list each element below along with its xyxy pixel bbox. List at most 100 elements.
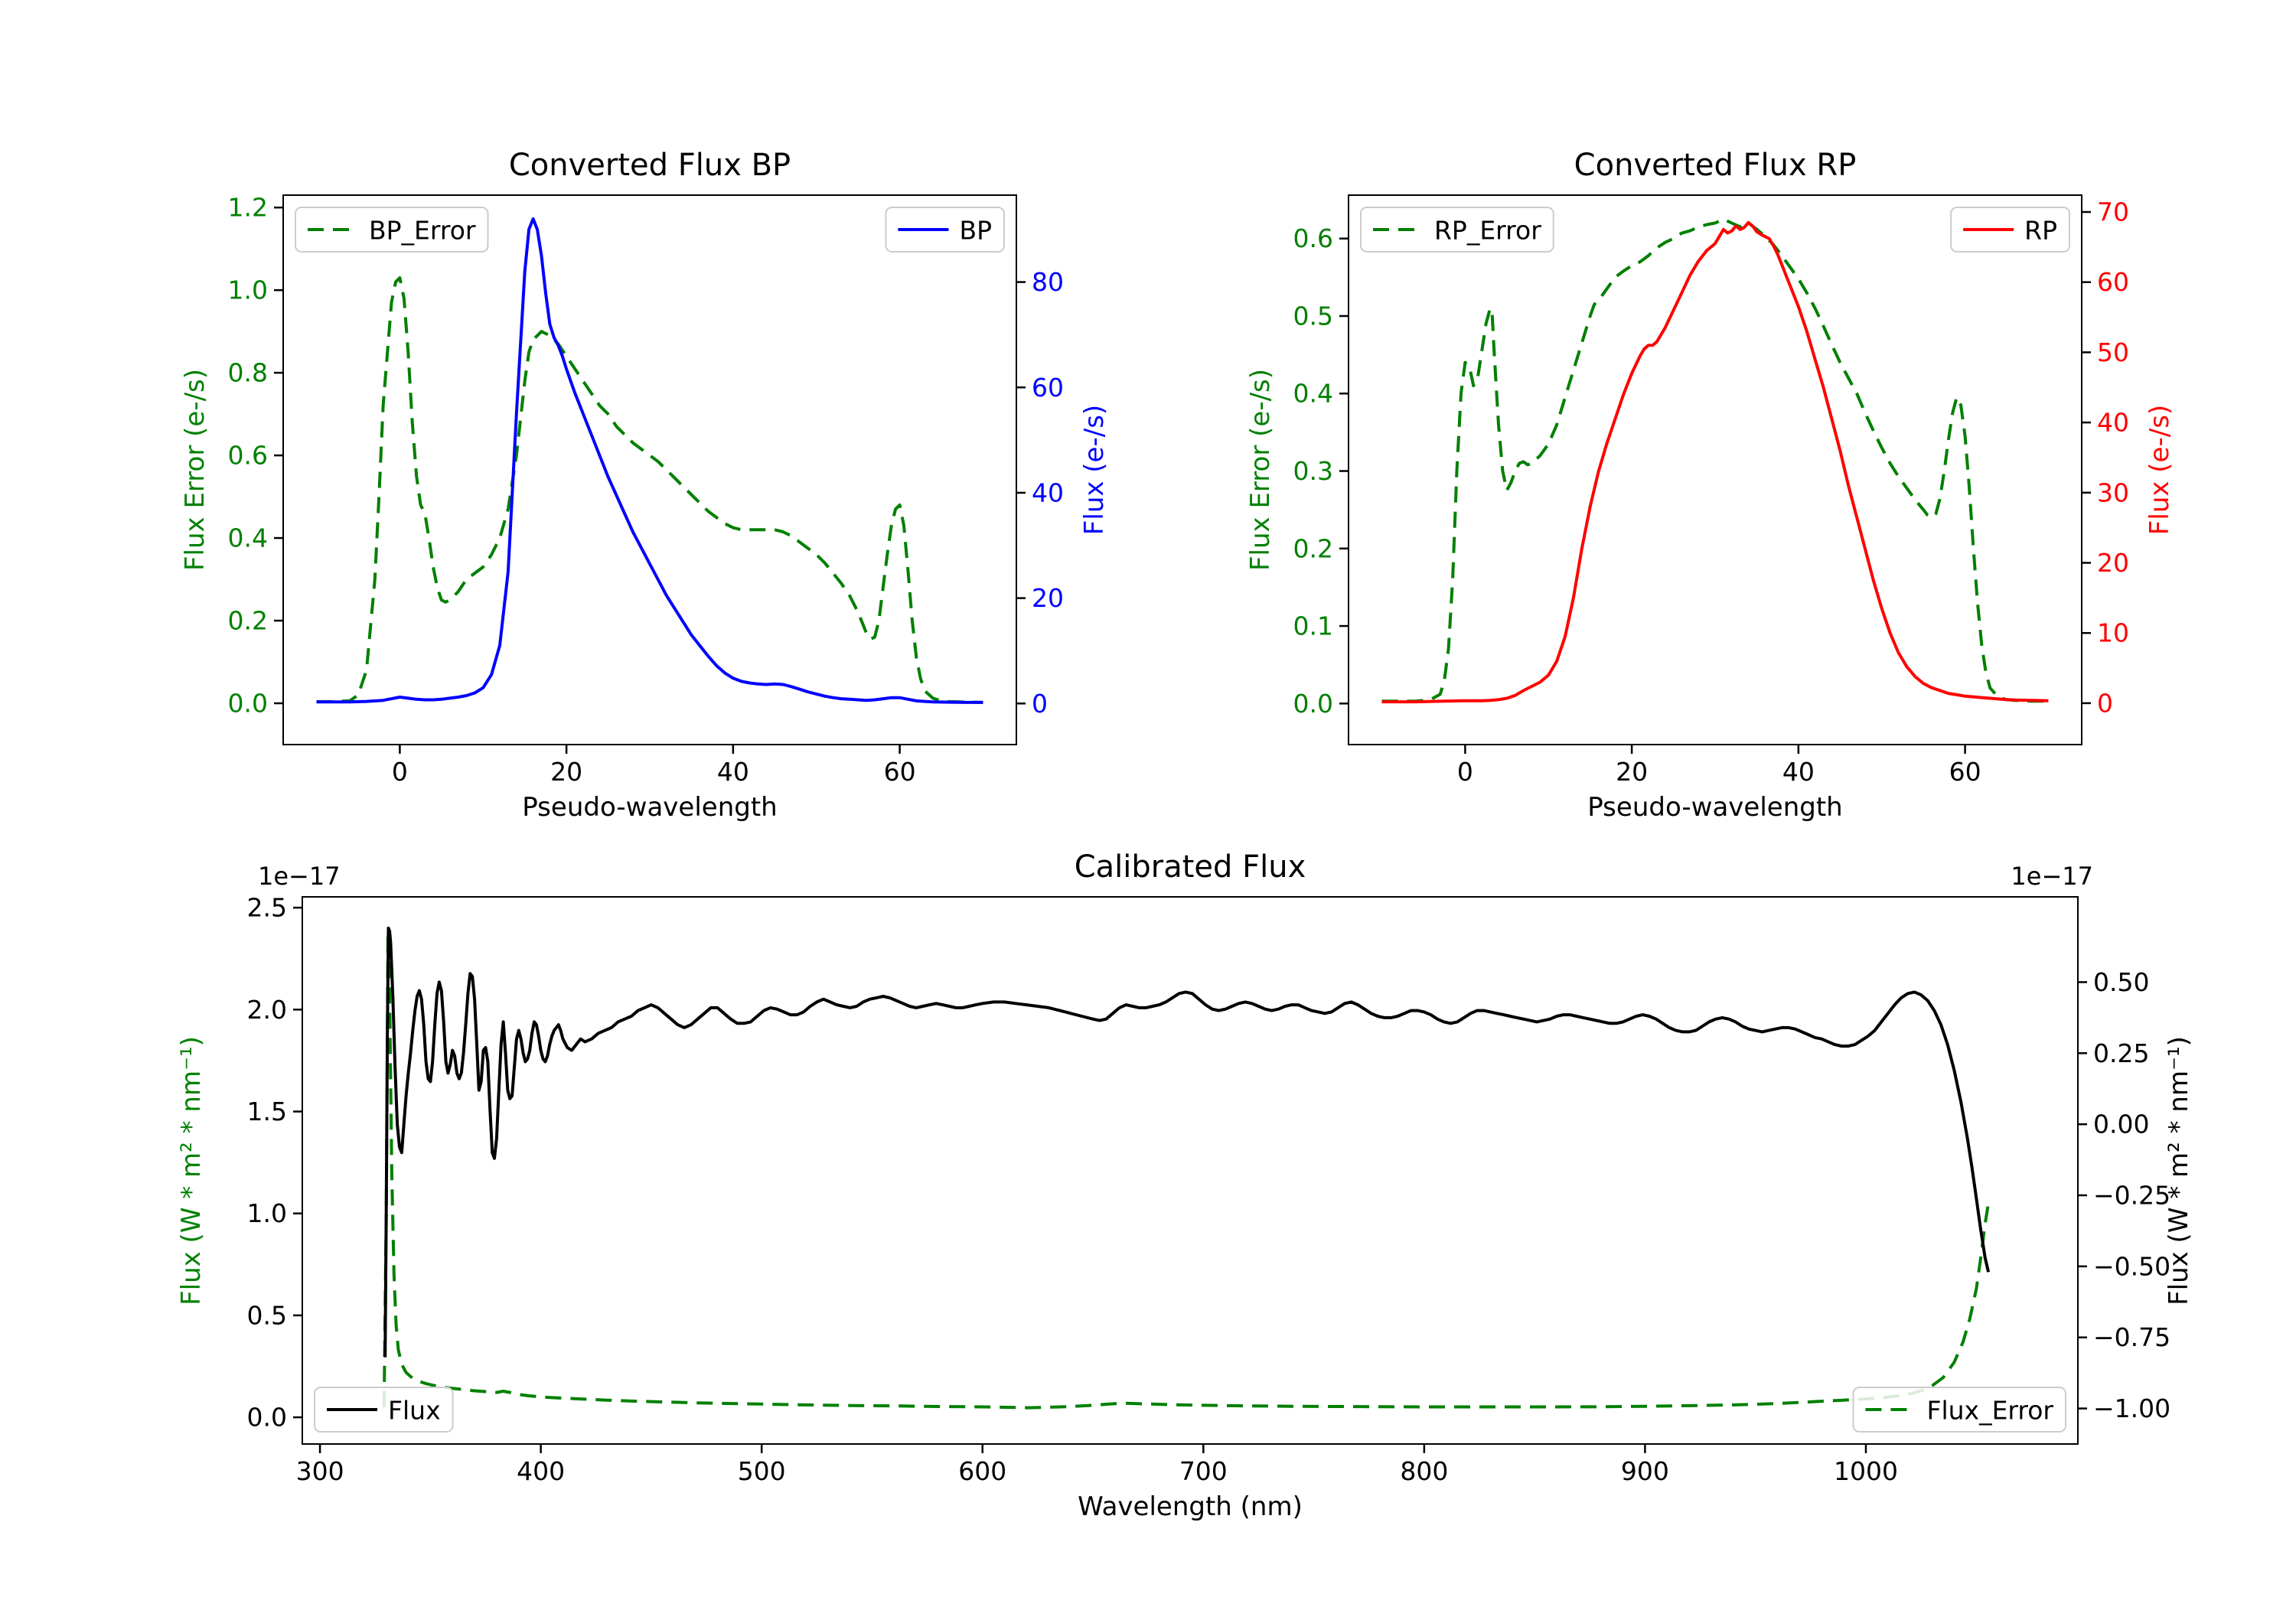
y-right-tick-label: 0.50	[2093, 967, 2149, 997]
y-axis-label-right-rp: Flux (e-/s)	[2144, 404, 2175, 536]
y-axis-label-left-rp: Flux Error (e-/s)	[1245, 368, 1276, 572]
y-right-tick-label: 40	[2097, 408, 2129, 438]
chart-title-bp: Converted Flux BP	[508, 148, 791, 183]
x-tick-label: 900	[1621, 1456, 1669, 1486]
y-left-tick-label: 2.5	[247, 893, 287, 923]
y-left-tick-label: 1.0	[247, 1198, 287, 1228]
x-tick-label: 40	[717, 757, 749, 787]
legend-label: Flux_Error	[1926, 1396, 2053, 1426]
x-axis-label-calibrated: Wavelength (nm)	[1078, 1491, 1303, 1522]
y-right-tick-label: 60	[1032, 373, 1064, 403]
axes-frame	[302, 896, 2079, 1445]
y-left-tick-label: 0.5	[1293, 301, 1333, 331]
series-BP_Error	[316, 276, 983, 704]
x-tick-label: 20	[1616, 757, 1648, 787]
plot-area-calibrated: 300 400 500 600 700 800 900 1000 0.0 0.5 1.0 1.5 2.0…	[247, 893, 2171, 1486]
legend-label: RP_Error	[1434, 216, 1541, 246]
plot-area-bp: 0 20 40 60 0.0 0.2 0.4 0.6 0.8 1.0 1.2 0 20 40 60 80 BP_…	[228, 193, 1064, 787]
legend-RP: RP	[1950, 207, 2070, 253]
x-tick-label: 300	[296, 1456, 344, 1486]
y-left-tick-label: 2.0	[247, 995, 287, 1025]
x-axis-label-rp: Pseudo-wavelength	[1587, 792, 1843, 823]
y-left-tick-label: 0.8	[228, 358, 268, 388]
y-right-tick-label: −0.25	[2093, 1181, 2170, 1211]
y-right-tick-label: 10	[2097, 618, 2129, 648]
y-right-tick-label: −1.00	[2093, 1393, 2170, 1423]
y-right-tick-label: 0.25	[2093, 1038, 2149, 1068]
chart-converted-flux-bp: Converted Flux BP Pseudo-wavelength Flux…	[180, 148, 1110, 823]
y-left-tick-label: 0.5	[247, 1300, 287, 1330]
y-axis-offset-text-left: 1e−17	[258, 862, 341, 891]
y-left-tick-label: 0.6	[1293, 223, 1333, 253]
series-Flux	[383, 926, 1991, 1358]
legend-label: RP	[2024, 216, 2057, 246]
y-axis-label-left-calibrated: Flux (W * m² * nm⁻¹)	[176, 1035, 207, 1305]
y-left-tick-label: 1.0	[228, 275, 268, 305]
chart-converted-flux-rp: Converted Flux RP Pseudo-wavelength Flux…	[1245, 148, 2175, 823]
y-axis-label-left-bp: Flux Error (e-/s)	[180, 368, 210, 572]
y-right-tick-label: 0	[2097, 688, 2113, 718]
legend-box	[1852, 1387, 2066, 1433]
y-right-tick-label: 20	[2097, 548, 2129, 578]
y-right-tick-label: 50	[2097, 337, 2129, 367]
chart-title-calibrated: Calibrated Flux	[1074, 849, 1306, 885]
x-tick-label: 600	[958, 1456, 1006, 1486]
x-tick-label: 40	[1782, 757, 1815, 787]
y-right-tick-label: 30	[2097, 478, 2129, 507]
y-left-tick-label: 0.6	[228, 441, 268, 471]
x-tick-label: 0	[392, 757, 408, 787]
series-BP	[316, 217, 983, 704]
x-tick-label: 800	[1400, 1456, 1448, 1486]
legend-BP_Error: BP_Error	[295, 207, 489, 253]
legend-label: Flux	[388, 1396, 441, 1426]
y-left-tick-label: 0.2	[1293, 533, 1333, 563]
legend-Flux: Flux	[314, 1387, 454, 1433]
plot-area-rp: 0 20 40 60 0.0 0.1 0.2 0.3 0.4 0.5 0.6 0 10 20 30 40 50 6…	[1293, 194, 2129, 787]
y-right-tick-label: 80	[1032, 267, 1064, 297]
x-tick-label: 20	[550, 757, 582, 787]
y-axis-label-right-bp: Flux (e-/s)	[1079, 404, 1110, 536]
series-RP	[1381, 220, 2049, 704]
legend-label: BP_Error	[369, 216, 476, 246]
y-left-tick-label: 1.2	[228, 193, 268, 223]
legend-box	[1360, 207, 1554, 253]
y-left-tick-label: 0.1	[1293, 611, 1333, 641]
legend-RP_Error: RP_Error	[1360, 207, 1554, 253]
x-tick-label: 400	[517, 1456, 565, 1486]
y-right-tick-label: 0.00	[2093, 1110, 2149, 1139]
legend-label: BP	[959, 216, 992, 246]
legend-box	[314, 1387, 454, 1433]
y-right-tick-label: 70	[2097, 197, 2129, 227]
y-left-tick-label: 0.4	[228, 523, 268, 553]
y-left-tick-label: 0.4	[1293, 379, 1333, 409]
y-right-tick-label: 60	[2097, 267, 2129, 297]
y-left-tick-label: 0.0	[247, 1403, 287, 1433]
legend-Flux_Error: Flux_Error	[1852, 1387, 2066, 1433]
axes-frame	[1348, 194, 2082, 745]
chart-title-rp: Converted Flux RP	[1574, 148, 1857, 183]
y-right-tick-label: −0.50	[2093, 1251, 2170, 1281]
x-tick-label: 700	[1179, 1456, 1228, 1486]
x-tick-label: 1000	[1834, 1456, 1898, 1486]
series-RP_Error	[1381, 217, 2049, 703]
x-tick-label: 60	[1949, 757, 1981, 787]
y-right-tick-label: −0.75	[2093, 1322, 2170, 1352]
y-left-tick-label: 1.5	[247, 1097, 287, 1126]
legend-BP: BP	[885, 207, 1005, 253]
y-right-tick-label: 0	[1032, 689, 1048, 719]
y-left-tick-label: 0.3	[1293, 456, 1333, 486]
y-left-tick-label: 0.0	[228, 689, 268, 719]
x-axis-label-bp: Pseudo-wavelength	[522, 792, 778, 823]
y-right-tick-label: 40	[1032, 478, 1064, 507]
y-axis-offset-text-right: 1e−17	[2011, 862, 2093, 891]
y-left-tick-label: 0.2	[228, 606, 268, 636]
y-left-tick-label: 0.0	[1293, 689, 1333, 719]
legend-box	[295, 207, 489, 253]
y-right-tick-label: 20	[1032, 583, 1064, 613]
x-tick-label: 60	[884, 757, 916, 787]
x-tick-label: 500	[738, 1456, 786, 1486]
series-Flux_Error	[382, 931, 1991, 1410]
axes-frame	[282, 194, 1017, 745]
x-tick-label: 0	[1457, 757, 1473, 787]
